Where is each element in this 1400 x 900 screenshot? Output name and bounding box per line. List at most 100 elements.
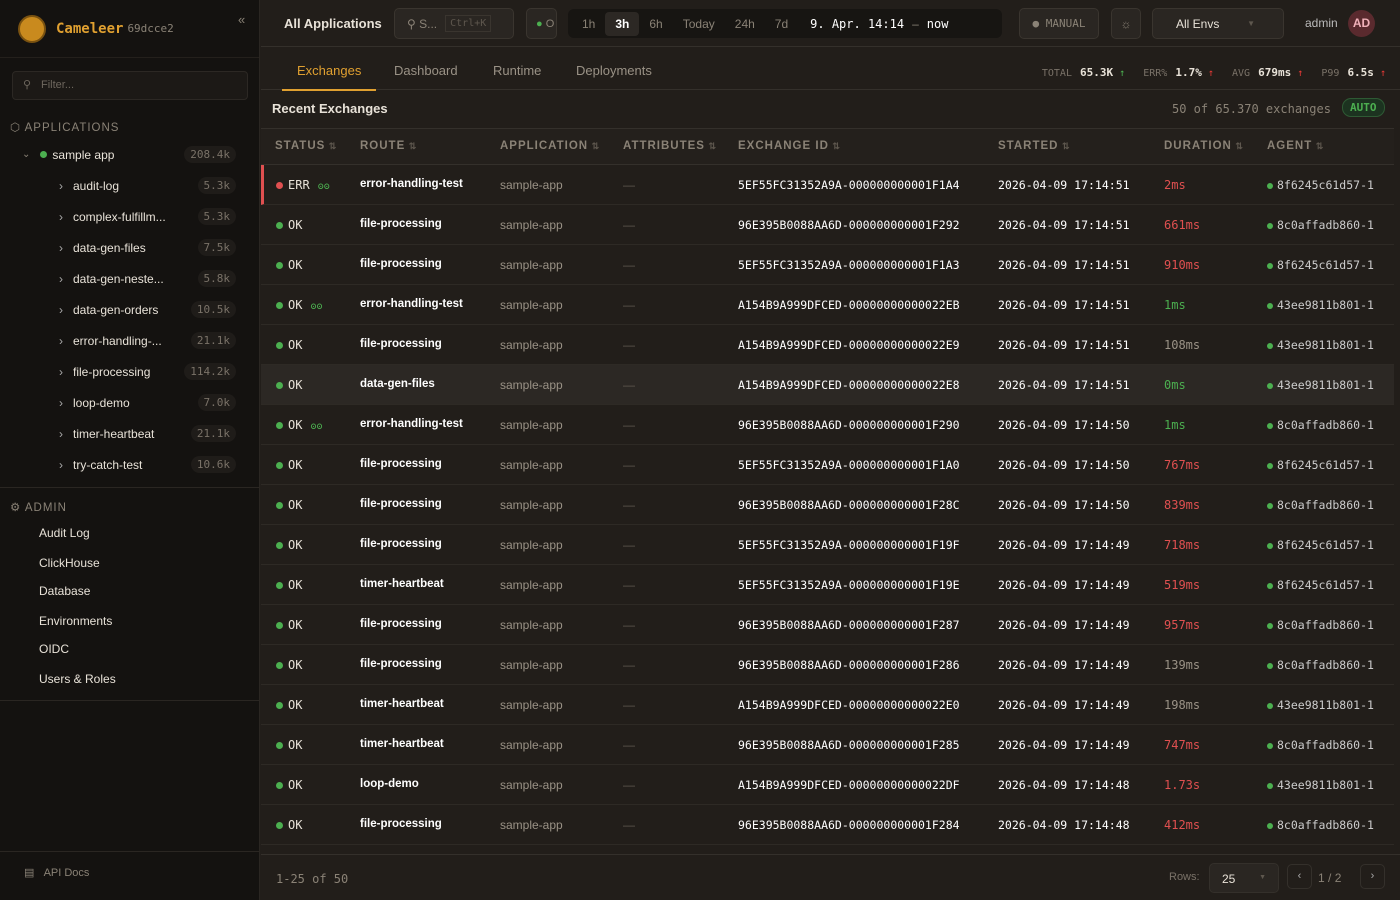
admin-item[interactable]: Audit Log xyxy=(39,526,90,540)
table-row[interactable]: OK file-processing sample-app — 5EF55FC31352… xyxy=(261,525,1394,565)
column-header[interactable]: DURATION ⇅ xyxy=(1164,140,1244,152)
id-cell[interactable]: 5EF55FC31352A9A-000000000001F19F xyxy=(738,538,960,552)
route-cell[interactable]: error-handling-test xyxy=(360,298,463,310)
route-cell[interactable]: timer-heartbeat xyxy=(360,738,444,750)
id-cell[interactable]: 96E395B0088AA6D-000000000001F292 xyxy=(738,218,960,232)
agent-cell[interactable]: 8c0affadb860-1 xyxy=(1267,218,1374,232)
table-row[interactable]: OK file-processing sample-app — 5EF55FC31352… xyxy=(261,245,1394,285)
route-cell[interactable]: error-handling-test xyxy=(360,178,463,190)
id-cell[interactable]: A154B9A999DFCED-00000000000022DF xyxy=(738,778,960,792)
table-row[interactable]: OK data-gen-files sample-app — A154B9A999DFC… xyxy=(261,365,1394,405)
agent-cell[interactable]: 43ee9811b801-1 xyxy=(1267,698,1374,712)
tree-route-item[interactable]: › complex-fulfillm... 5.3k xyxy=(0,201,260,232)
agent-cell[interactable]: 8c0affadb860-1 xyxy=(1267,618,1374,632)
id-cell[interactable]: 5EF55FC31352A9A-000000000001F19E xyxy=(738,578,960,592)
agent-cell[interactable]: 8c0affadb860-1 xyxy=(1267,818,1374,832)
range-7d[interactable]: 7d xyxy=(774,16,789,31)
route-cell[interactable]: timer-heartbeat xyxy=(360,698,444,710)
agent-cell[interactable]: 8c0affadb860-1 xyxy=(1267,658,1374,672)
agent-cell[interactable]: 8f6245c61d57-1 xyxy=(1267,538,1374,552)
tree-app-sample-app[interactable]: ⌄ sample app 208.4k xyxy=(0,139,260,170)
auto-refresh-badge[interactable]: AUTO xyxy=(1342,98,1385,117)
route-cell[interactable]: file-processing xyxy=(360,538,442,550)
tree-route-item[interactable]: › data-gen-neste... 5.8k xyxy=(0,263,260,294)
route-cell[interactable]: file-processing xyxy=(360,498,442,510)
admin-item[interactable]: OIDC xyxy=(39,642,69,656)
tree-route-item[interactable]: › try-catch-test 10.6k xyxy=(0,449,260,480)
id-cell[interactable]: 96E395B0088AA6D-000000000001F290 xyxy=(738,418,960,432)
tab-deployments[interactable]: Deployments xyxy=(576,63,652,78)
route-cell[interactable]: data-gen-files xyxy=(360,378,435,390)
id-cell[interactable]: 5EF55FC31352A9A-000000000001F1A3 xyxy=(738,258,960,272)
table-row[interactable]: OK timer-heartbeat sample-app — A154B9A999DF… xyxy=(261,685,1394,725)
tab-runtime[interactable]: Runtime xyxy=(493,63,542,78)
next-page-button[interactable]: › xyxy=(1360,864,1385,889)
agent-cell[interactable]: 8c0affadb860-1 xyxy=(1267,498,1374,512)
table-row[interactable]: OK timer-heartbeat sample-app — 96E395B0088A… xyxy=(261,725,1394,765)
admin-item[interactable]: Users & Roles xyxy=(39,672,116,686)
route-cell[interactable]: timer-heartbeat xyxy=(360,578,444,590)
collapse-sidebar-icon[interactable]: « xyxy=(238,12,246,27)
table-row[interactable]: OK ʘʘ error-handling-test sample-app — 96E395… xyxy=(261,405,1394,445)
column-header[interactable]: EXCHANGE ID ⇅ xyxy=(738,140,841,152)
column-header[interactable]: STATUS ⇅ xyxy=(275,140,337,152)
agent-cell[interactable]: 8c0affadb860-1 xyxy=(1267,738,1374,752)
tab-exchanges[interactable]: Exchanges xyxy=(281,63,377,91)
range-3h[interactable]: 3h xyxy=(605,11,640,36)
column-header[interactable]: ATTRIBUTES ⇅ xyxy=(623,140,717,152)
agent-cell[interactable]: 43ee9811b801-1 xyxy=(1267,338,1374,352)
username[interactable]: admin xyxy=(1305,16,1338,30)
route-cell[interactable]: file-processing xyxy=(360,618,442,630)
agent-cell[interactable]: 43ee9811b801-1 xyxy=(1267,298,1374,312)
api-docs-link[interactable]: ▤ API Docs xyxy=(24,866,89,879)
route-cell[interactable]: file-processing xyxy=(360,258,442,270)
agent-cell[interactable]: 43ee9811b801-1 xyxy=(1267,378,1374,392)
table-row[interactable]: OK file-processing sample-app — 96E395B0088A… xyxy=(261,645,1394,685)
admin-item[interactable]: ClickHouse xyxy=(39,556,100,570)
route-cell[interactable]: error-handling-test xyxy=(360,418,463,430)
table-row[interactable]: OK file-processing sample-app — 5EF55FC31352… xyxy=(261,445,1394,485)
range-from[interactable]: 9. Apr. 14:14 xyxy=(810,16,905,31)
environment-select[interactable]: All Envs ▼ xyxy=(1152,8,1284,39)
applications-section[interactable]: ⬡ APPLICATIONS xyxy=(10,120,119,134)
theme-toggle[interactable]: ☼ xyxy=(1111,8,1141,39)
tab-dashboard[interactable]: Dashboard xyxy=(394,63,458,78)
route-cell[interactable]: file-processing xyxy=(360,458,442,470)
id-cell[interactable]: 5EF55FC31352A9A-000000000001F1A0 xyxy=(738,458,960,472)
prev-page-button[interactable]: ‹ xyxy=(1287,864,1312,889)
agent-cell[interactable]: 8c0affadb860-1 xyxy=(1267,418,1374,432)
id-cell[interactable]: A154B9A999DFCED-00000000000022E8 xyxy=(738,378,960,392)
sidebar-filter-input[interactable]: ⚲ Filter... xyxy=(12,71,248,100)
range-24h[interactable]: 24h xyxy=(734,16,755,31)
range-to[interactable]: now xyxy=(926,16,949,31)
manual-refresh-toggle[interactable]: ● MANUAL xyxy=(1019,8,1099,39)
route-cell[interactable]: file-processing xyxy=(360,218,442,230)
id-cell[interactable]: A154B9A999DFCED-00000000000022EB xyxy=(738,298,960,312)
tree-route-item[interactable]: › error-handling-... 21.1k xyxy=(0,325,260,356)
column-header[interactable]: ROUTE ⇅ xyxy=(360,140,417,152)
agent-cell[interactable]: 8f6245c61d57-1 xyxy=(1267,258,1374,272)
tree-route-item[interactable]: › data-gen-orders 10.5k xyxy=(0,294,260,325)
id-cell[interactable]: 96E395B0088AA6D-000000000001F284 xyxy=(738,818,960,832)
column-header[interactable]: STARTED ⇅ xyxy=(998,140,1071,152)
connection-status[interactable]: ● O xyxy=(526,8,557,39)
agent-cell[interactable]: 8f6245c61d57-1 xyxy=(1267,578,1374,592)
range-Today[interactable]: Today xyxy=(682,16,715,31)
table-row[interactable]: ERR ʘʘ error-handling-test sample-app — 5EF55… xyxy=(261,165,1394,205)
route-cell[interactable]: loop-demo xyxy=(360,778,419,790)
admin-section[interactable]: ⚙ ADMIN xyxy=(10,500,67,514)
agent-cell[interactable]: 8f6245c61d57-1 xyxy=(1267,178,1374,192)
column-header[interactable]: APPLICATION ⇅ xyxy=(500,140,600,152)
table-row[interactable]: OK file-processing sample-app — A154B9A999DF… xyxy=(261,325,1394,365)
id-cell[interactable]: 96E395B0088AA6D-000000000001F286 xyxy=(738,658,960,672)
id-cell[interactable]: 96E395B0088AA6D-000000000001F285 xyxy=(738,738,960,752)
tree-route-item[interactable]: › timer-heartbeat 21.1k xyxy=(0,418,260,449)
range-1h[interactable]: 1h xyxy=(582,16,596,31)
column-header[interactable]: AGENT ⇅ xyxy=(1267,140,1324,152)
table-row[interactable]: OK file-processing sample-app — 96E395B0088A… xyxy=(261,605,1394,645)
admin-item[interactable]: Environments xyxy=(39,614,113,628)
avatar[interactable]: AD xyxy=(1348,9,1375,37)
id-cell[interactable]: 5EF55FC31352A9A-000000000001F1A4 xyxy=(738,178,960,192)
admin-item[interactable]: Database xyxy=(39,584,91,598)
tree-route-item[interactable]: › loop-demo 7.0k xyxy=(0,387,260,418)
